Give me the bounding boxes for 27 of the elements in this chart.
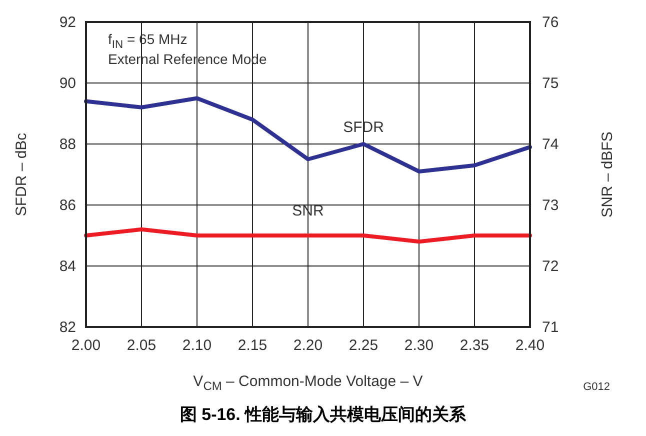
x-tick-label: 2.20 [293,337,323,354]
x-tick-label: 2.25 [348,337,378,354]
y-tick-label: 90 [59,75,76,92]
y-tick-label: 82 [59,319,76,336]
y2-tick-label: 75 [542,75,559,92]
x-tick-label: 2.40 [515,337,545,354]
y2-tick-label: 76 [542,14,559,31]
y-tick-label: 88 [59,136,76,153]
line-series [84,96,532,174]
x-tick-label: 2.10 [182,337,212,354]
y-tick-label: 92 [59,14,76,31]
y-tick-label: 84 [59,258,76,275]
x-tick-label: 2.30 [404,337,434,354]
y2-tick-label: 72 [542,258,559,275]
x-tick-label: 2.05 [126,337,156,354]
text: G012 [583,381,610,393]
x-tick-label: 2.00 [71,337,101,354]
x-axis-title: V$_{CM}$ – Common-Mode Voltage – V [193,373,423,393]
y2-tick-label: 74 [542,136,559,153]
y2-axis-title: SNR – dBFS [599,132,616,218]
y-tick-label: 86 [59,197,76,214]
y-axis-title: SFDR – dBc [13,132,30,216]
y2-tick-label: 71 [542,319,559,336]
x-tick-label: 2.15 [238,337,268,354]
y2-tick-label: 73 [542,197,559,214]
x-tick-label: 2.35 [460,337,490,354]
text: 图 5-16. 性能与输入共模电压间的关系 [180,405,468,424]
